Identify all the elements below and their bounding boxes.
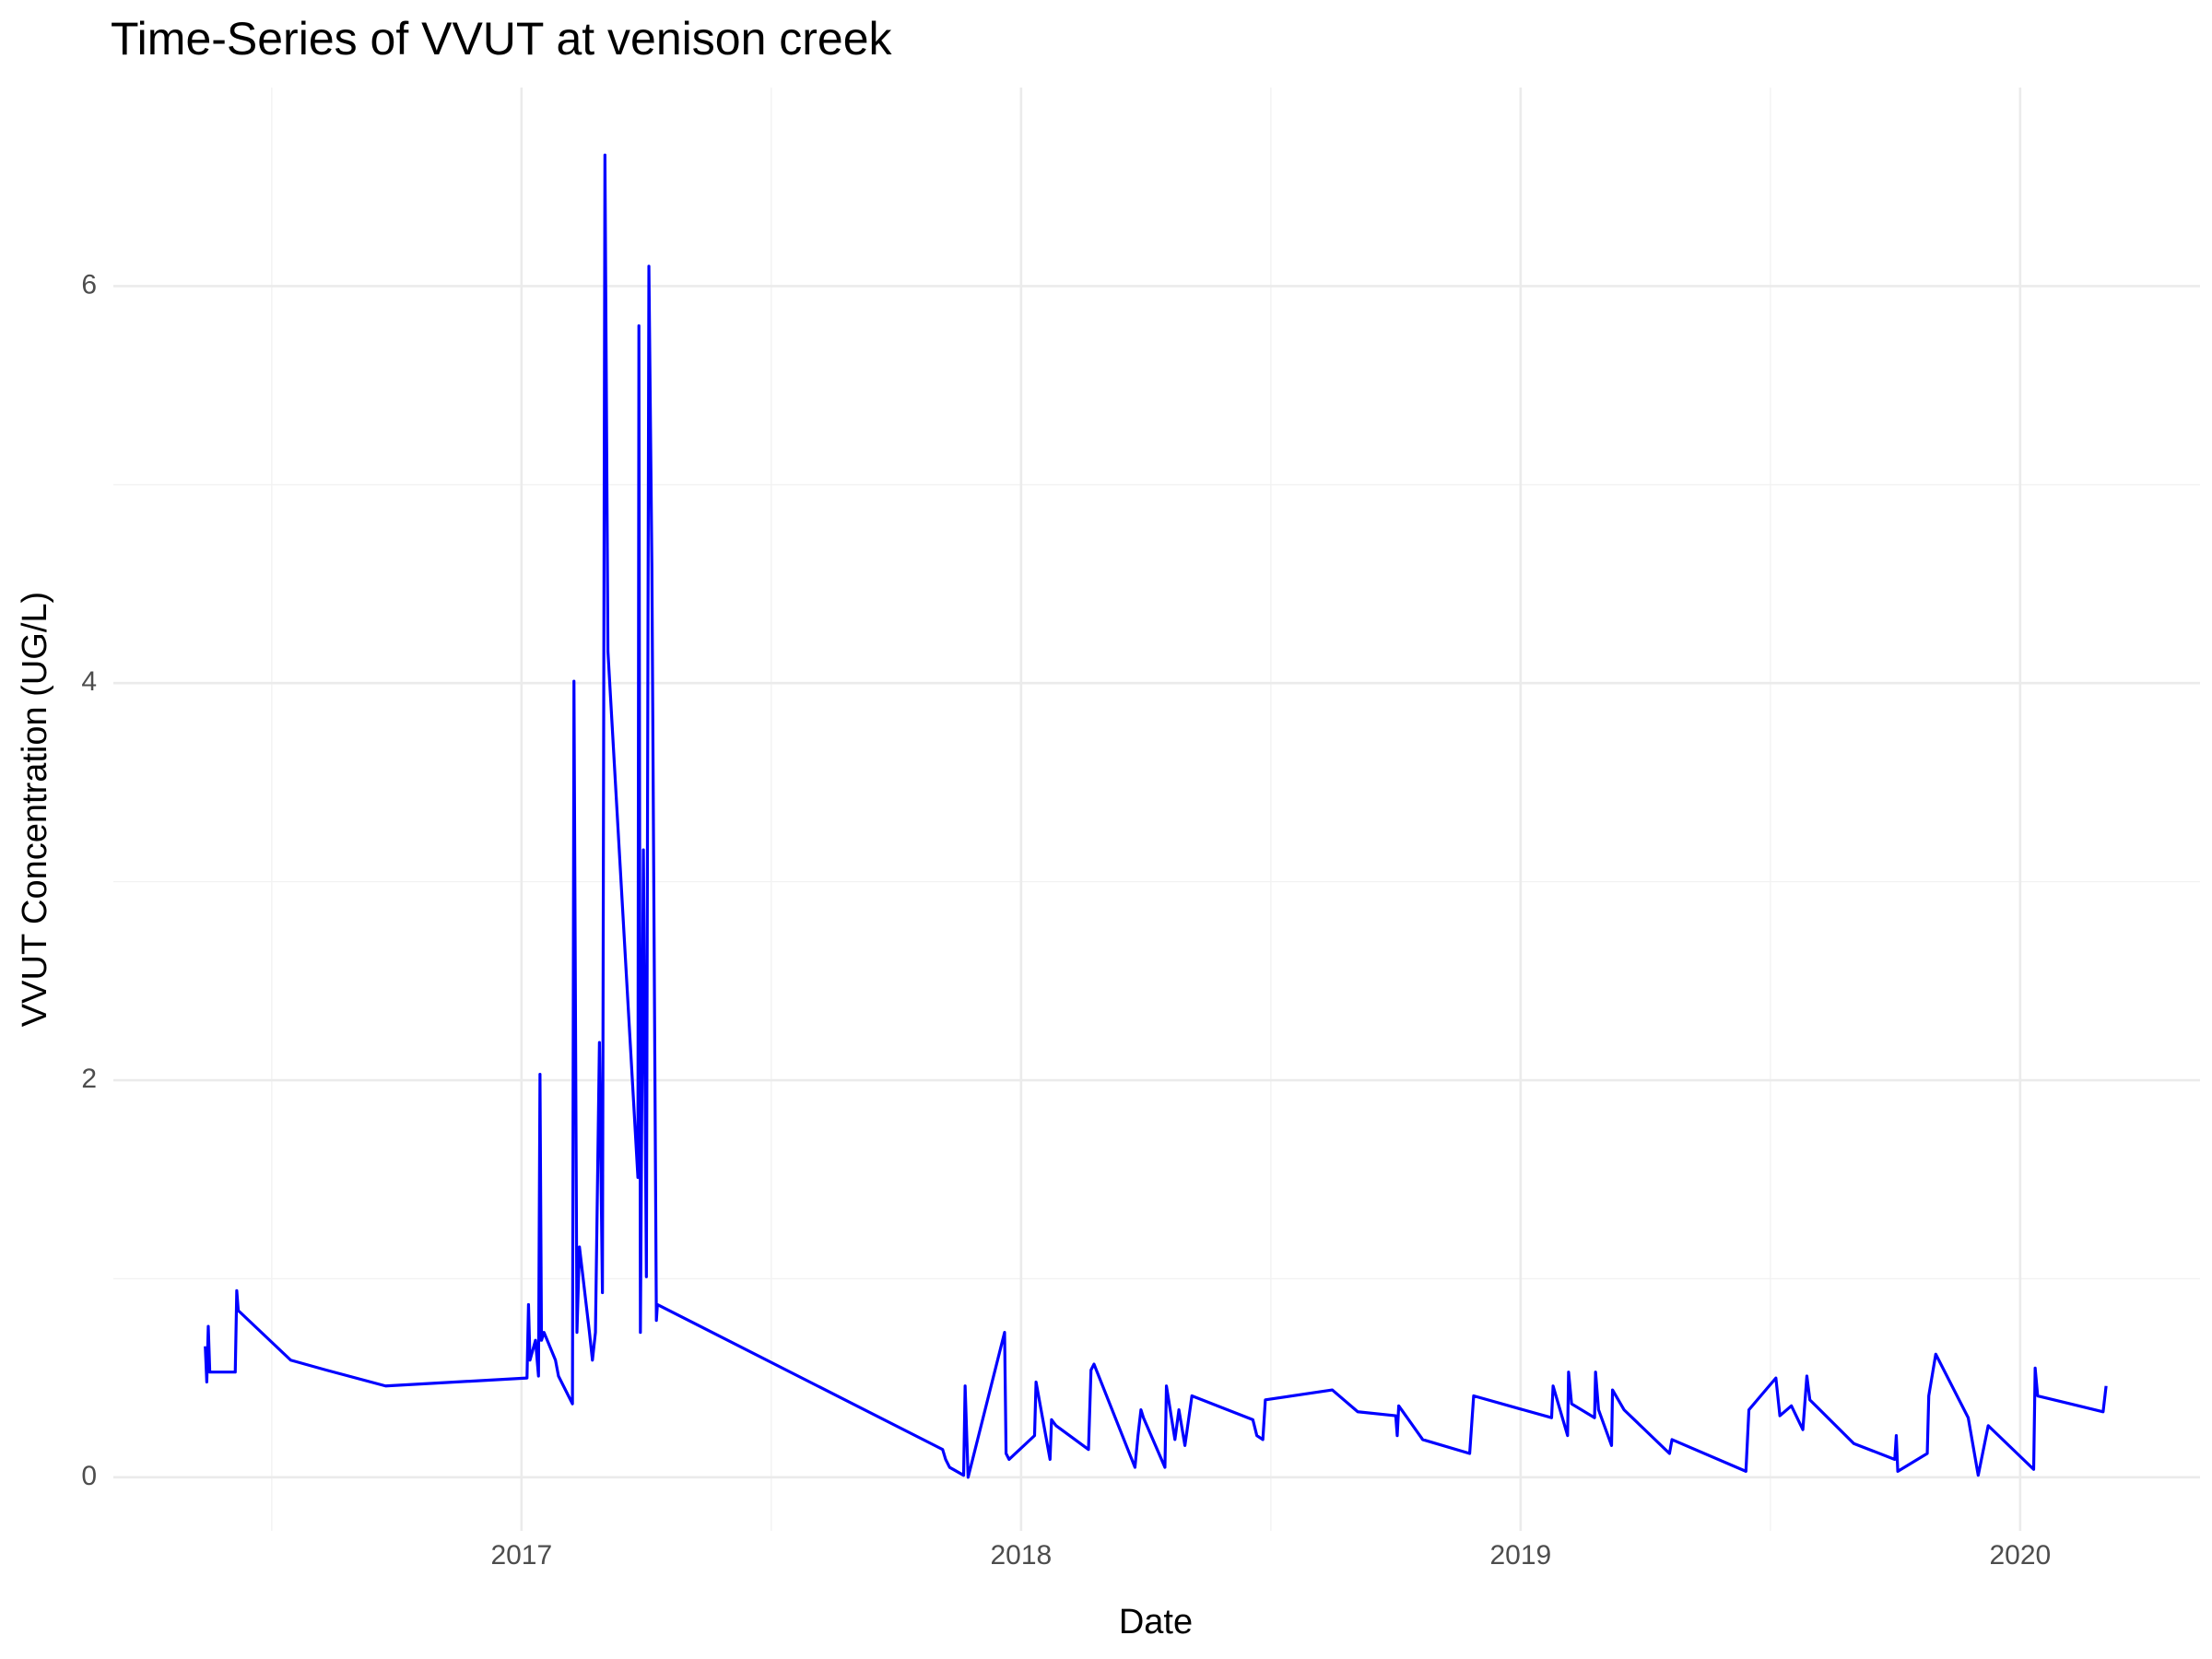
y-tick-label: 2 bbox=[81, 1064, 97, 1094]
x-tick-label: 2017 bbox=[490, 1540, 552, 1571]
y-tick-label: 6 bbox=[81, 269, 97, 300]
y-axis-label: VVUT Concentration (UG/L) bbox=[16, 592, 54, 1027]
y-tick-label: 0 bbox=[81, 1461, 97, 1491]
x-tick-label: 2019 bbox=[1489, 1540, 1551, 1571]
x-tick-label: 2018 bbox=[990, 1540, 1052, 1571]
x-axis-label: Date bbox=[1119, 1603, 1193, 1641]
x-tick-label: 2020 bbox=[1989, 1540, 2051, 1571]
data-line bbox=[204, 153, 2108, 1479]
y-tick-label: 4 bbox=[81, 666, 97, 697]
chart-title: Time-Series of VVUT at venison creek bbox=[111, 13, 893, 65]
